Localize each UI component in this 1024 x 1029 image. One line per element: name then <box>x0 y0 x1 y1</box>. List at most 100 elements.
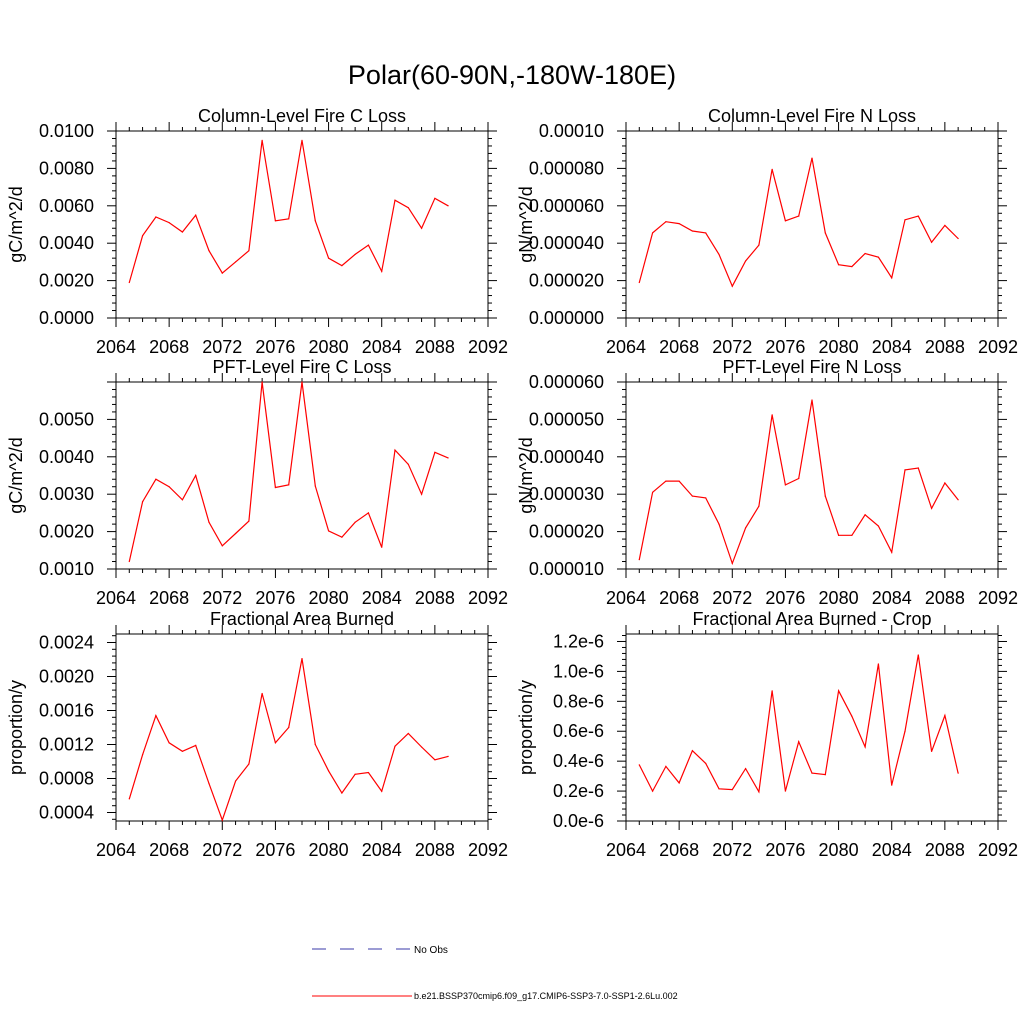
x-tick-label: 2064 <box>96 840 136 860</box>
x-tick-label: 2064 <box>606 840 646 860</box>
data-point <box>837 264 840 266</box>
data-point <box>731 285 733 287</box>
series-line <box>128 381 449 562</box>
x-tick-label: 2080 <box>819 337 859 357</box>
x-tick-label: 2064 <box>96 588 136 608</box>
data-point <box>168 486 170 488</box>
data-point <box>261 139 263 141</box>
data-point <box>917 215 919 217</box>
data-point <box>731 788 733 791</box>
x-tick-label: 2072 <box>712 337 752 357</box>
y-tick-label: 0.0020 <box>39 522 94 542</box>
x-tick-label: 2076 <box>255 337 295 357</box>
data-point <box>917 467 919 469</box>
data-point <box>248 250 250 252</box>
x-tick-label: 2088 <box>415 337 455 357</box>
data-point <box>434 759 436 761</box>
data-point <box>261 692 263 695</box>
x-tick-label: 2080 <box>819 840 859 860</box>
y-tick-label: 0.000060 <box>529 372 604 392</box>
chart-panel: Column-Level Fire C Loss gC/m^2/d 2064 2068… <box>6 106 508 357</box>
data-point <box>434 451 436 453</box>
y-tick-label: 0.0016 <box>39 701 94 721</box>
data-point <box>407 732 409 735</box>
data-point <box>705 762 707 765</box>
data-point <box>665 221 667 223</box>
data-point <box>798 215 800 217</box>
data-point <box>638 764 640 766</box>
data-point <box>168 742 170 744</box>
x-tick-label: 2068 <box>659 337 699 357</box>
data-point <box>327 770 330 772</box>
data-point <box>381 270 383 272</box>
y-tick-label: 0.0100 <box>39 121 94 141</box>
data-point <box>341 265 343 267</box>
y-tick-label: 0.0000 <box>39 308 94 328</box>
data-point <box>638 559 640 561</box>
x-tick-label: 2072 <box>202 588 242 608</box>
data-point <box>930 750 933 753</box>
data-point <box>155 715 157 717</box>
panel-title: Column-Level Fire C Loss <box>198 106 406 126</box>
chart-panel: PFT-Level Fire C Loss gC/m^2/d 2064 2068 207… <box>6 357 508 608</box>
data-point <box>891 277 893 279</box>
data-point <box>141 235 144 237</box>
data-point <box>837 534 840 536</box>
data-point <box>274 220 277 222</box>
legend-model-label: b.e21.BSSP370cmip6.f09_g17.CMIP6-SSP3-7.… <box>414 991 678 1001</box>
data-point <box>301 658 303 660</box>
data-point <box>221 545 223 547</box>
legend: No Obs b.e21.BSSP370cmip6.f09_g17.CMIP6-… <box>312 945 678 1001</box>
data-point <box>394 745 396 747</box>
data-point <box>208 521 210 523</box>
x-tick-label: 2072 <box>202 840 242 860</box>
y-tick-label: 0.0040 <box>39 447 94 467</box>
plot-frame <box>115 381 489 570</box>
y-tick-label: 0.000010 <box>529 559 604 579</box>
data-point <box>314 220 316 222</box>
data-point <box>771 414 773 416</box>
data-point <box>877 525 880 527</box>
data-point <box>248 520 250 522</box>
x-tick-label: 2068 <box>659 840 699 860</box>
data-point <box>354 253 356 256</box>
x-tick-label: 2088 <box>415 840 455 860</box>
x-tick-label: 2080 <box>309 337 349 357</box>
data-point <box>128 560 130 563</box>
y-tick-label: 0.000020 <box>529 522 604 542</box>
data-point <box>288 484 290 486</box>
data-point <box>718 788 720 790</box>
data-point <box>341 536 343 538</box>
x-tick-label: 2068 <box>149 840 189 860</box>
y-axis-label: gC/m^2/d <box>6 437 26 513</box>
y-tick-label: 0.0004 <box>39 803 94 823</box>
x-tick-label: 2088 <box>415 588 455 608</box>
x-tick-label: 2092 <box>978 337 1018 357</box>
data-point <box>155 478 157 480</box>
data-point <box>314 485 316 487</box>
y-tick-label: 0.000040 <box>529 233 604 253</box>
x-tick-label: 2080 <box>819 588 859 608</box>
data-point <box>930 507 933 510</box>
data-point <box>731 562 733 564</box>
plot-frame <box>625 381 999 570</box>
data-point <box>691 230 694 232</box>
y-axis-label: proportion/y <box>516 680 536 775</box>
data-point <box>678 480 680 482</box>
data-point <box>420 746 423 748</box>
data-point <box>234 261 237 263</box>
data-point <box>930 241 933 243</box>
y-tick-label: 0.0012 <box>39 735 94 755</box>
data-point <box>354 773 356 775</box>
data-point <box>394 199 396 201</box>
x-tick-label: 2092 <box>978 588 1018 608</box>
y-axis-label: gN/m^2/d <box>516 437 536 513</box>
data-point <box>155 216 157 218</box>
data-point <box>665 480 667 482</box>
data-point <box>181 750 184 752</box>
data-point <box>651 491 654 493</box>
data-point <box>274 486 277 489</box>
x-tick-label: 2068 <box>149 337 189 357</box>
data-point <box>784 790 787 792</box>
